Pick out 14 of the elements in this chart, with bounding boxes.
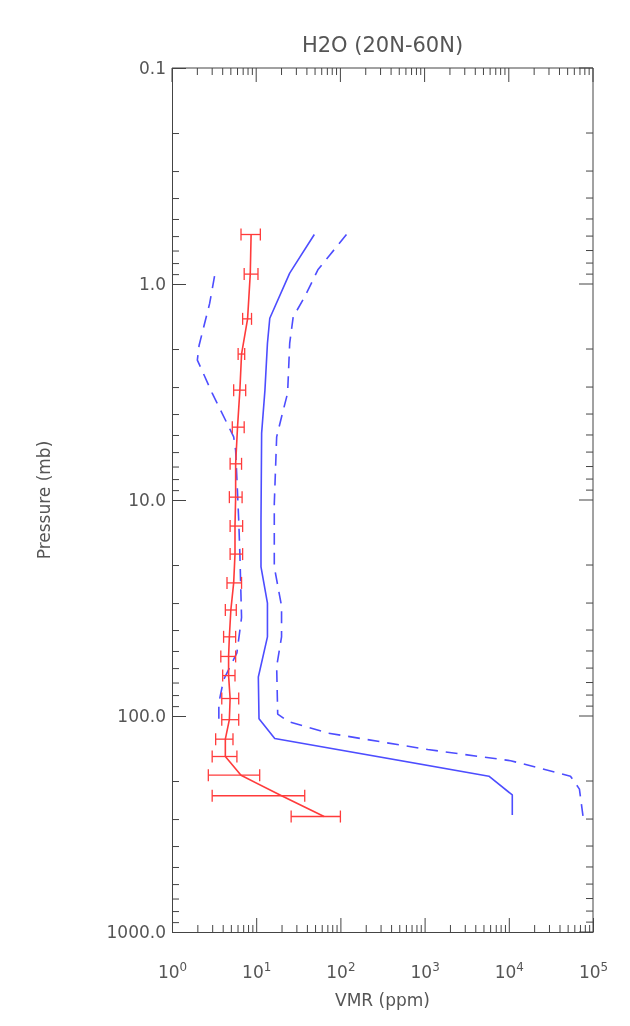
y-axis-title: Pressure (mb) <box>34 440 54 560</box>
y-tick-label: 1.0 <box>138 273 166 294</box>
x-tick-label: 10$^{0}$ <box>157 960 188 983</box>
y-tick-label: 10.0 <box>128 489 166 510</box>
chart-title: H2O (20N-60N) <box>301 33 464 57</box>
y-tick-label: 1000.0 <box>106 921 166 942</box>
x-axis-title: VMR (ppm) <box>335 990 430 1010</box>
x-tick-label: 10$^{5}$ <box>578 960 609 983</box>
y-tick-label: 100.0 <box>117 705 166 726</box>
x-tick-label: 10$^{3}$ <box>410 960 440 983</box>
x-tick-label: 10$^{1}$ <box>242 960 272 983</box>
x-tick-label: 10$^{2}$ <box>326 960 356 983</box>
y-tick-label: 0.1 <box>138 57 166 78</box>
x-tick-label: 10$^{4}$ <box>494 960 524 983</box>
